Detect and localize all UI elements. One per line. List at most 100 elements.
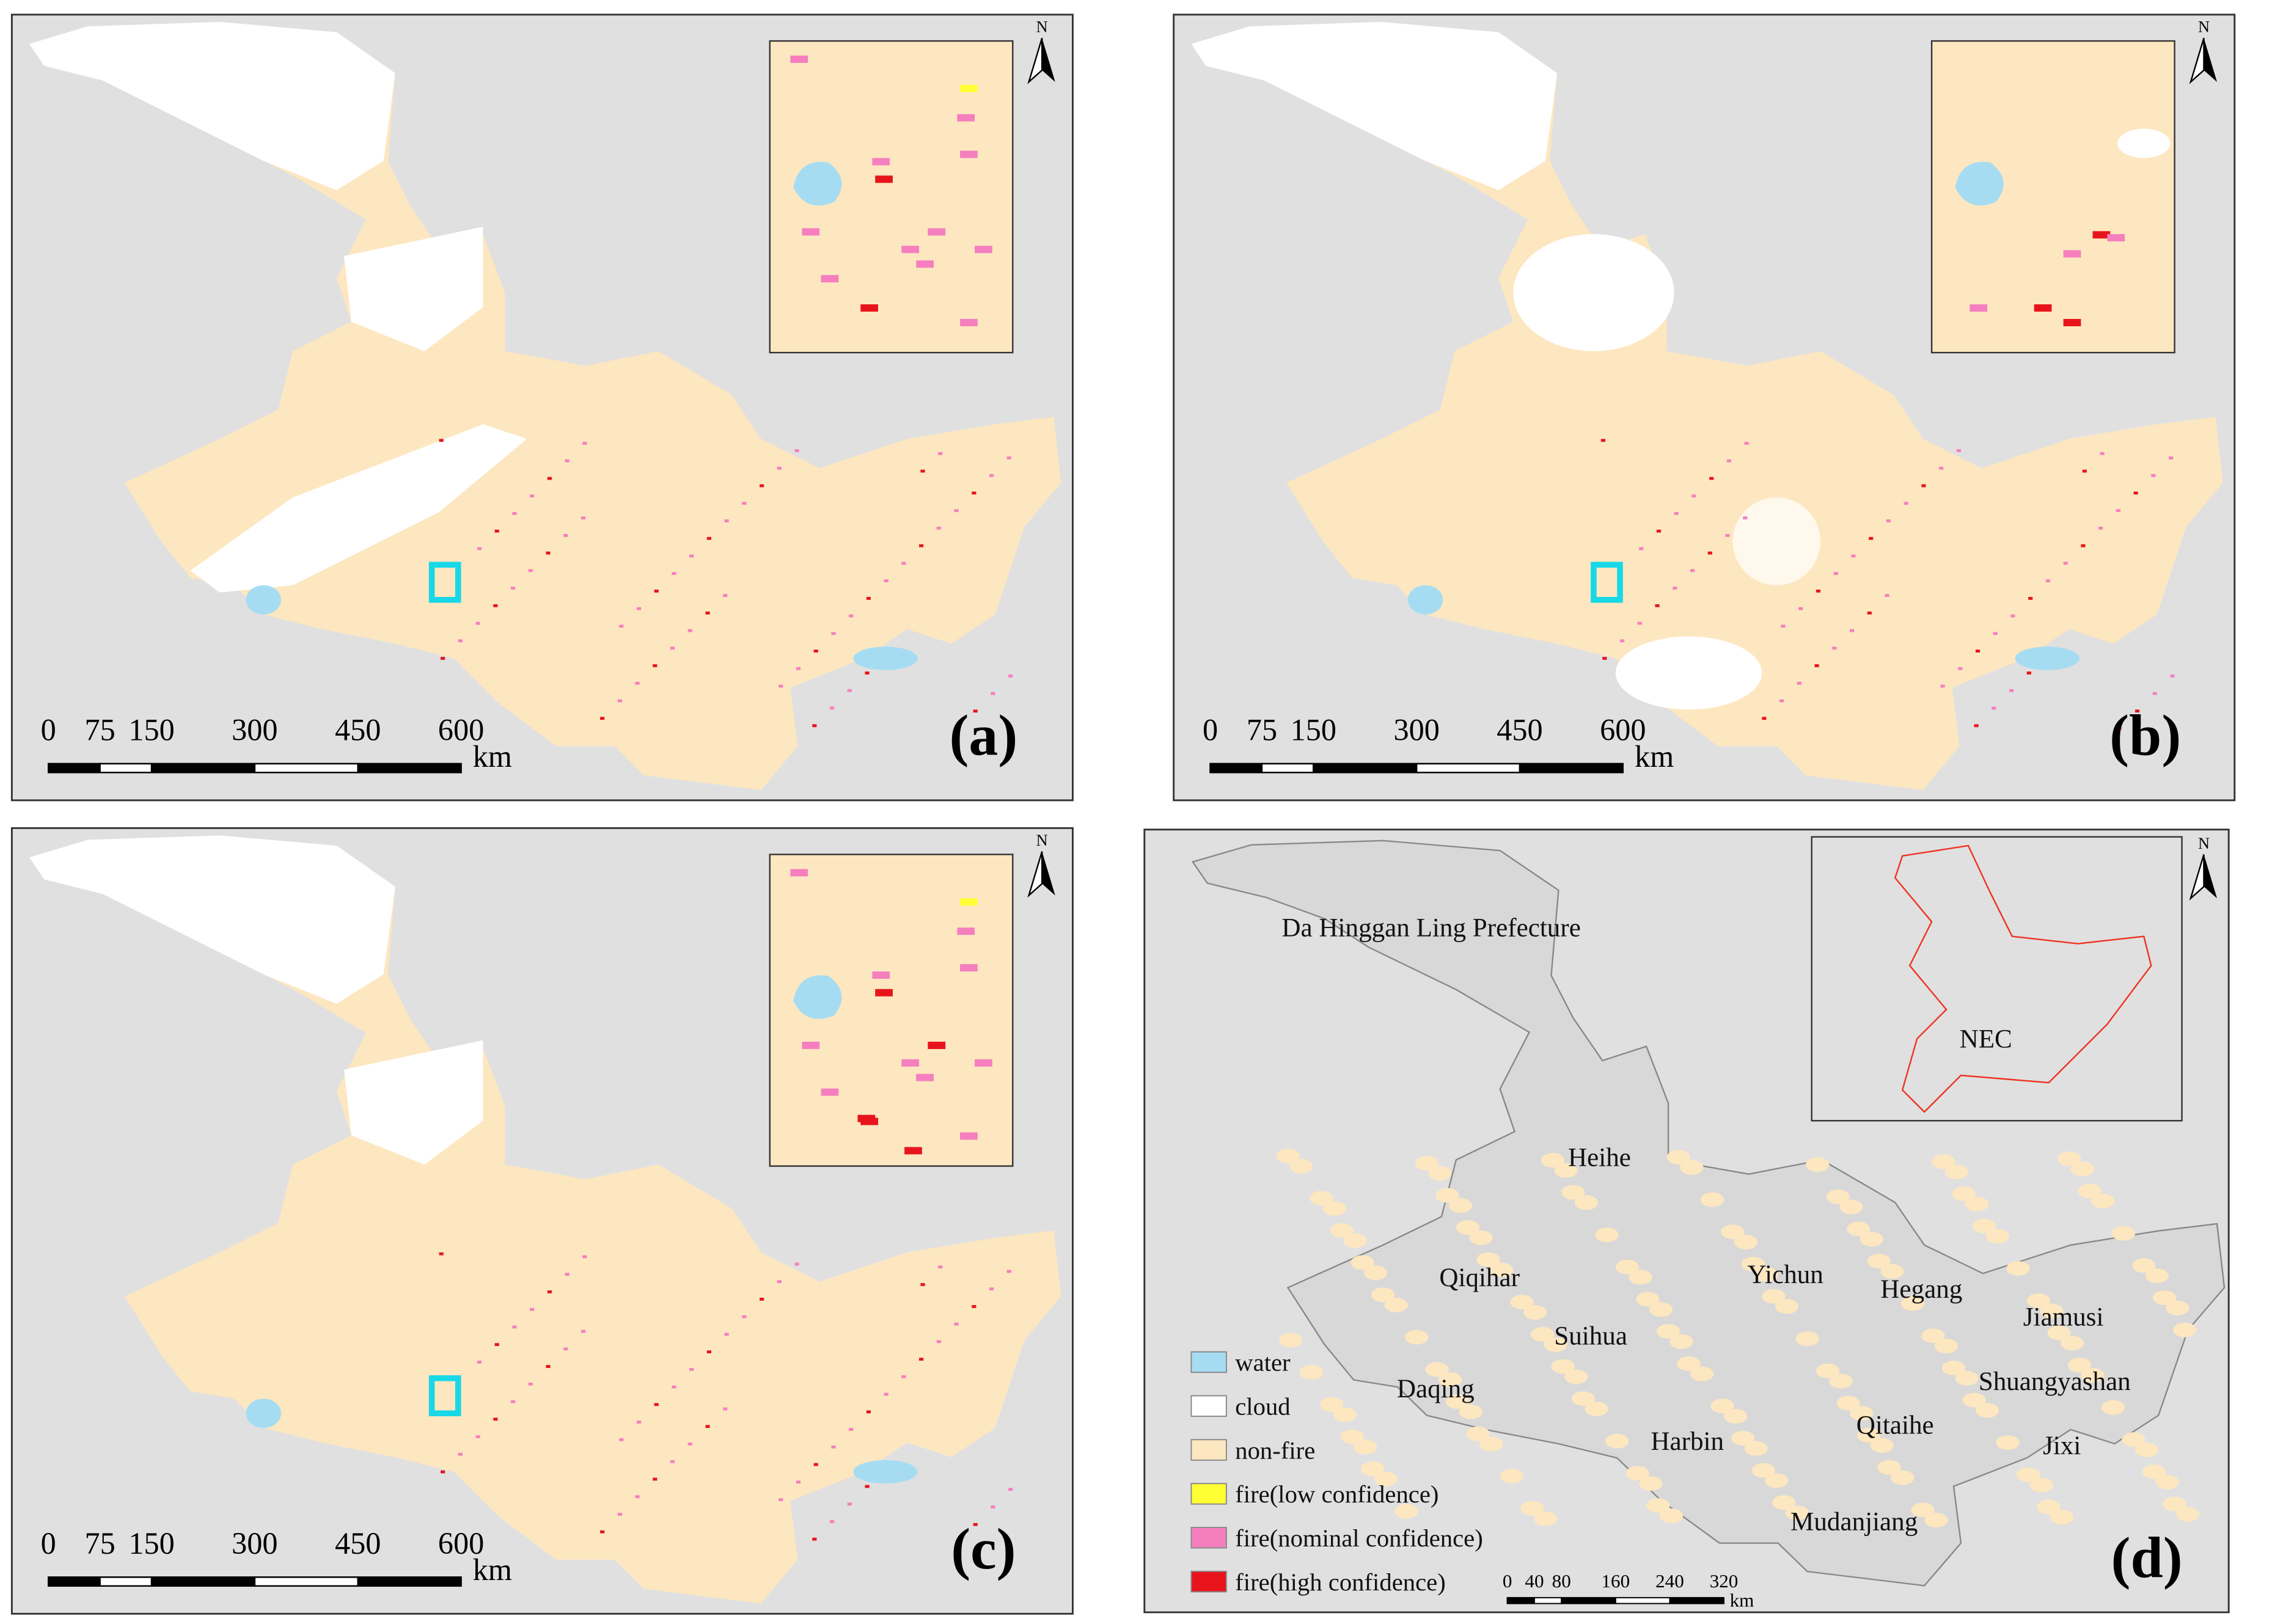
fire-pixel [866,596,871,600]
non-fire-patch [1751,1463,1775,1478]
non-fire-patch [1646,1498,1670,1513]
non-fire-patch [1669,1334,1693,1349]
inset-fire [2034,304,2052,312]
non-fire-patch [1765,1473,1789,1488]
fire-pixel [955,1540,961,1544]
fire-pixel [1993,632,1998,635]
region-label: Hegang [1880,1275,1962,1304]
non-fire-patch [1415,1155,1439,1171]
scale-segment [1669,1597,1725,1604]
inset-fire [875,175,893,183]
non-fire-patch [1680,1160,1704,1175]
inset-fire [860,304,878,312]
fire-pixel [439,1252,444,1256]
fire-pixel [1849,629,1855,632]
fire-pixel [687,629,692,632]
fire-pixel [812,1537,817,1541]
fire-pixel [619,1438,624,1441]
fire-pixel [1833,572,1838,576]
legend-label: fire(low confidence) [1235,1480,1438,1508]
legend-swatch [1190,1395,1227,1417]
inset-fire [821,275,839,283]
non-fire-patch [2173,1322,2197,1337]
non-fire-patch [2060,1336,2084,1351]
non-fire-patch [1847,1221,1871,1237]
fire-pixel [779,1498,783,1501]
fire-pixel [458,1452,463,1456]
scale-label: 320 [1710,1570,1739,1592]
non-fire-patch [2040,1303,2064,1319]
non-fire-patch [1744,1441,1768,1456]
fire-pixel [563,534,568,537]
fire-pixel [1690,569,1695,572]
non-fire-patch [1941,1360,1966,1375]
non-fire-patch [1806,1157,1830,1172]
fire-pixel [991,1505,995,1509]
fire-pixel [742,1315,747,1319]
non-fire-patch [2101,1400,2125,1415]
scale-label: 75 [85,1526,115,1560]
fire-pixel [600,717,605,720]
fire-pixel [706,1350,711,1353]
non-fire-patch [1561,1185,1585,1200]
non-fire-patch [1754,1267,1778,1282]
non-fire-patch [2058,1151,2081,1166]
non-fire-patch [1649,1302,1673,1317]
fire-pixel [528,569,533,572]
non-fire-patch [1615,1259,1640,1275]
non-fire-patch [2175,1507,2200,1522]
inset-fire [872,158,890,166]
fire-pixel [440,657,445,660]
scale-label: 150 [128,1526,174,1560]
non-fire-patch [1836,1395,1860,1411]
scale-segment [48,763,101,774]
north-arrow [2204,38,2218,82]
non-fire-patch [1639,1476,1663,1491]
study-area [1591,561,1623,603]
inset-fire [790,55,808,63]
fire-pixel [794,449,799,452]
fire-pixel [528,1382,533,1386]
inset-fire [975,246,992,254]
non-fire-patch [1721,1224,1745,1240]
inset-fire [957,927,975,935]
fire-pixel [1673,587,1677,590]
fire-pixel [724,1333,729,1336]
fire-pixel [617,699,622,703]
scale-segment [99,1576,153,1587]
scale-label: 0 [1203,713,1218,747]
non-fire-patch [1700,1192,1724,1207]
scale-segment [1506,1597,1535,1604]
fire-pixel [1725,534,1730,537]
fire-pixel [812,724,817,728]
scale-unit: km [1730,1589,1754,1611]
inset-cloud [2117,128,2171,158]
fire-pixel [2045,579,2051,583]
fire-pixel [1904,502,1908,505]
legend-label: non-fire [1235,1436,1315,1464]
non-fire-patch [1900,1296,1925,1311]
non-fire-patch [1911,1502,1935,1518]
scale-segment [1533,1597,1563,1604]
inset-fire [916,260,934,268]
fire-pixel [1655,604,1660,607]
fire-pixel [2169,456,2174,459]
fire-pixel [581,516,586,520]
non-fire-patch [1891,1470,1915,1485]
fire-pixel [1008,674,1013,678]
north-arrow [1042,851,1055,896]
scale-label: 450 [335,713,381,747]
north-label: N [1036,18,1048,36]
fire-pixel [2133,491,2138,495]
fire-pixel [972,491,977,495]
non-fire-patch [1690,1366,1714,1381]
fire-pixel [920,469,925,473]
fire-pixel [2010,614,2015,618]
non-fire-patch [1574,1195,1599,1210]
cloud [190,424,527,593]
non-fire-patch [2155,1474,2179,1490]
non-fire-patch [2047,1325,2071,1341]
non-fire-patch [1425,1362,1449,1377]
non-fire-patch [1772,1495,1796,1510]
